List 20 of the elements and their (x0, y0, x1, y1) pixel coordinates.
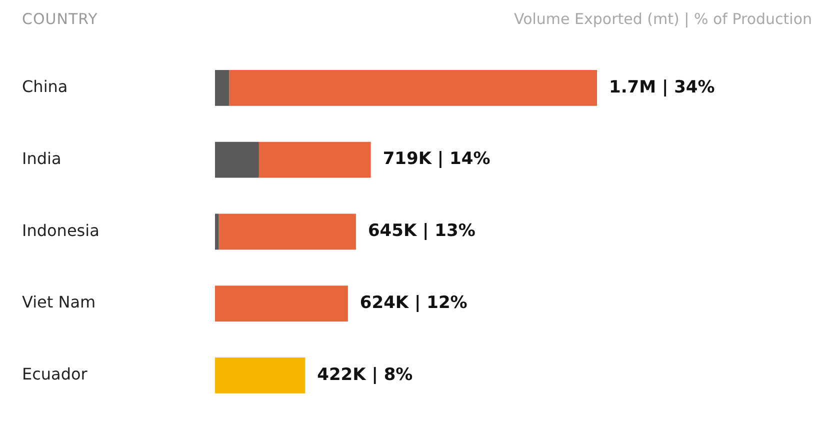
y-tick-label: Indonesia (22, 220, 100, 240)
bar (229, 70, 597, 106)
bar (215, 142, 259, 178)
y-tick-label: Ecuador (22, 364, 88, 384)
y-tick-label: Viet Nam (22, 292, 96, 312)
total-label: 624K | 12% (360, 293, 468, 313)
total-label: 645K | 13% (368, 221, 476, 242)
y-tick-label: China (22, 77, 68, 96)
y-axis-title: COUNTRY (22, 10, 98, 28)
bar (218, 214, 356, 250)
total-label: 719K | 14% (382, 149, 490, 170)
total-label: 422K | 8% (317, 364, 413, 385)
bar (215, 286, 348, 322)
bar (258, 142, 371, 178)
bar (215, 214, 219, 250)
x-axis-title: Volume Exported (mt) | % of Production (514, 10, 812, 28)
bar (215, 357, 306, 394)
y-tick-label: India (22, 148, 62, 168)
bar (215, 70, 230, 106)
total-label: 1.7M | 34% (609, 77, 715, 98)
